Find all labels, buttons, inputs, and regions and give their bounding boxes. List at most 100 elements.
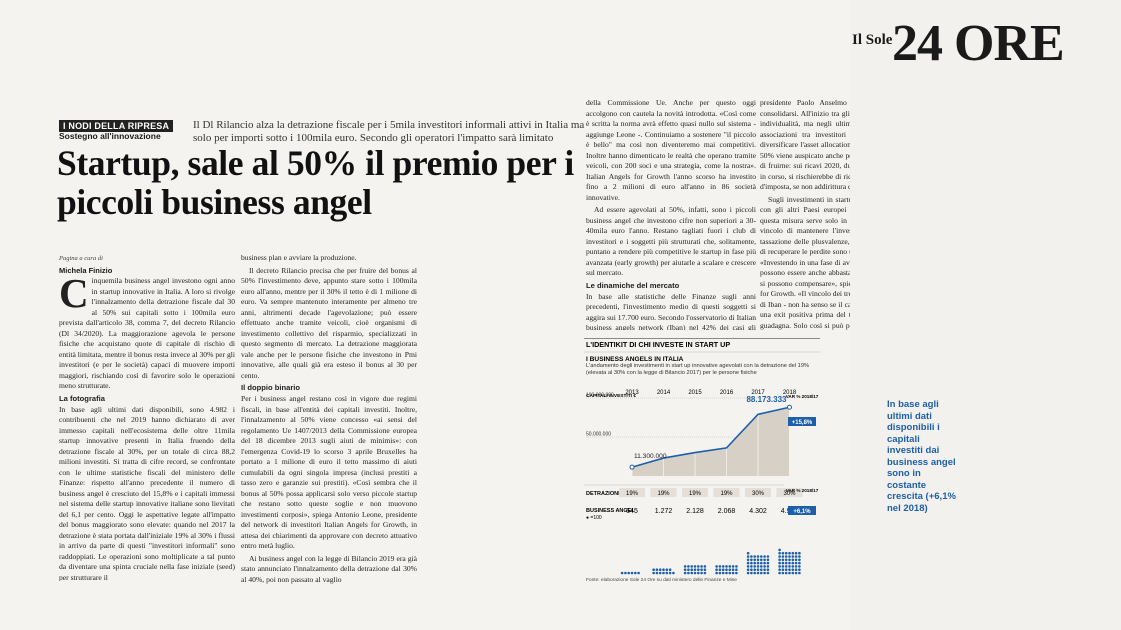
- angel-dot: [791, 558, 795, 562]
- angel-dot: [756, 561, 760, 565]
- var-value-capitali: +15,8%: [792, 420, 813, 426]
- row-label-angels-unit: ● =100: [586, 515, 602, 521]
- angel-dot: [753, 571, 756, 575]
- angel-dot: [760, 565, 763, 568]
- angel-dot: [731, 565, 735, 568]
- row-label-angels: BUSINESS ANGEL: [586, 508, 635, 514]
- detrazione-cell: [682, 488, 708, 497]
- article-column-2: business plan e avviare la produzione. I…: [241, 253, 417, 585]
- angel-dot: [778, 561, 781, 565]
- angel-dot: [753, 565, 756, 568]
- angel-dot: [652, 571, 655, 575]
- angel-dot: [791, 571, 795, 575]
- angel-dot: [746, 558, 750, 562]
- x-tick-label: 2013: [625, 390, 639, 396]
- angel-dot: [693, 565, 697, 568]
- angel-dot: [763, 561, 766, 565]
- detrazione-row: 19% 19% 19% 19% 30% 30%: [619, 488, 803, 497]
- angel-dot: [763, 555, 766, 558]
- angel-dot: [655, 568, 659, 571]
- angel-dot: [788, 561, 791, 565]
- angel-dot: [725, 565, 728, 568]
- var-label-capitali: VAR % 2018/17: [786, 394, 819, 399]
- angel-dot: [668, 568, 672, 571]
- side-note: In base agli ultimi dati disponibili i c…: [887, 399, 956, 514]
- angel-count: 645: [626, 508, 638, 515]
- newspaper-page: I NODI DELLA RIPRESA Sostegno all'innova…: [57, 98, 850, 585]
- angel-dot: [784, 558, 788, 562]
- angel-dot: [697, 571, 700, 575]
- angel-dot: [778, 568, 781, 571]
- angel-dot: [784, 561, 788, 565]
- section-subkicker: Sostegno all'innovazione: [59, 131, 161, 141]
- angel-dot: [781, 555, 785, 558]
- angel-dot: [798, 565, 801, 568]
- angel-dot: [735, 565, 738, 568]
- x-tick-label: 2018: [783, 390, 797, 396]
- angel-dot: [668, 571, 672, 575]
- x-tick-label: 2017: [751, 390, 765, 396]
- article-column-4: presidente Paolo Anselmo - così il merca…: [760, 98, 850, 330]
- paragraph: inquemila business angel investono ogni …: [59, 276, 235, 390]
- business-angel-dots: [620, 548, 801, 575]
- angel-dot: [750, 555, 753, 558]
- angel-dot: [690, 568, 693, 571]
- chart-description: L'andamento degli investimenti in start …: [586, 363, 810, 376]
- var-badge-capitali: [788, 417, 816, 426]
- angel-dot: [750, 565, 753, 568]
- angel-dot: [766, 568, 770, 571]
- angel-dot: [690, 565, 693, 568]
- angel-dot: [794, 551, 798, 555]
- angel-count: 2.128: [686, 508, 704, 515]
- x-axis-labels: 2013 2014 2015 2016 2017 2018: [625, 390, 797, 396]
- angel-dot: [662, 571, 665, 575]
- detrazione-value: 30%: [752, 491, 765, 497]
- x-tick-label: 2016: [720, 390, 734, 396]
- y-tick-label: 100.000.000: [586, 393, 614, 399]
- detrazione-value: 19%: [626, 491, 639, 497]
- angel-dot: [746, 571, 750, 575]
- angel-dot: [721, 565, 725, 568]
- angel-dot: [766, 558, 770, 562]
- angel-dot: [763, 565, 766, 568]
- angel-dot: [788, 551, 791, 555]
- angel-dot: [791, 555, 795, 558]
- angel-dot: [763, 568, 766, 571]
- detrazione-cell: [650, 488, 677, 497]
- angel-dot: [760, 568, 763, 571]
- data-point: [629, 464, 635, 470]
- paragraph: Il decreto Rilancio precisa che per frui…: [241, 265, 417, 380]
- angel-dot: [781, 568, 785, 571]
- angel-dot: [624, 571, 627, 575]
- section-kicker: I NODI DELLA RIPRESA: [59, 120, 174, 132]
- angel-dot: [652, 568, 655, 571]
- angel-dot: [728, 565, 732, 568]
- series-area: [632, 407, 790, 476]
- angel-dot: [735, 568, 738, 571]
- series-points: [629, 404, 792, 470]
- angel-dot: [718, 571, 722, 575]
- angel-dot: [683, 565, 687, 568]
- angel-dot: [781, 565, 785, 568]
- angel-dot: [637, 571, 640, 575]
- angel-dot: [700, 571, 703, 575]
- angel-dot: [746, 568, 750, 571]
- angel-dot: [683, 571, 687, 575]
- angel-dot: [753, 558, 756, 562]
- infobox-header: L'IDENTIKIT DI CHI INVESTE IN START UP: [586, 340, 730, 349]
- angel-dot: [794, 565, 798, 568]
- angel-dot: [683, 568, 687, 571]
- angel-dot: [798, 555, 801, 558]
- angel-count: 4.302: [749, 508, 767, 515]
- angel-dot: [718, 565, 722, 568]
- angel-dot: [658, 571, 662, 575]
- angel-dot: [687, 571, 690, 575]
- infographic-box: L'IDENTIKIT DI CHI INVESTE IN START UP I…: [584, 338, 820, 583]
- detrazione-value: 30%: [783, 491, 796, 497]
- row-label-capitali: CAPITALI INVESTITI €: [586, 393, 636, 399]
- var-badge-angels: [788, 506, 816, 515]
- angel-dot: [630, 571, 634, 575]
- angel-dot: [760, 571, 763, 575]
- angel-dot: [791, 568, 795, 571]
